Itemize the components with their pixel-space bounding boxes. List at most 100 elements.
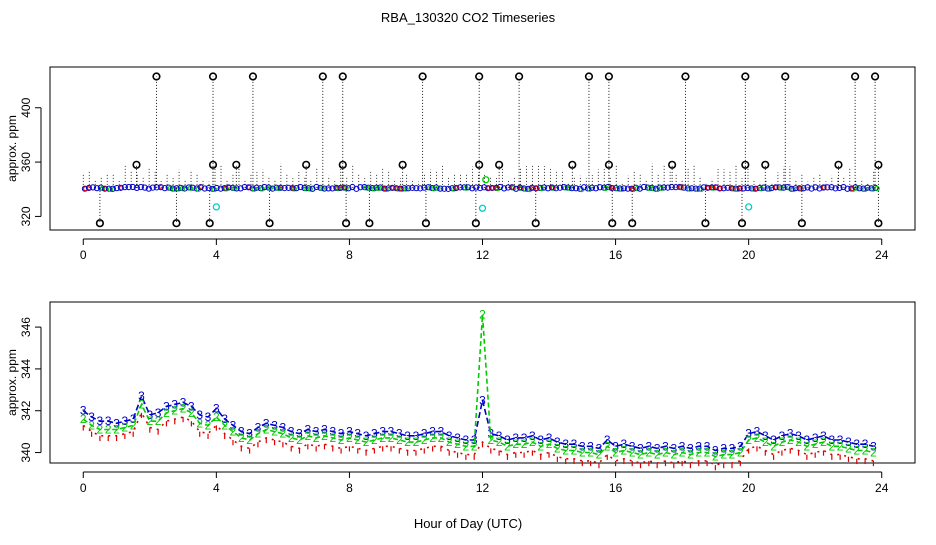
y-tick-label: 360 xyxy=(19,152,33,172)
data-label: 2 xyxy=(487,433,494,447)
data-point xyxy=(205,184,212,192)
x-tick-label: 16 xyxy=(609,248,623,262)
data-point xyxy=(824,184,831,191)
data-label: 3 xyxy=(88,410,95,424)
x-tick-label: 4 xyxy=(213,481,220,495)
outlier-mid-point xyxy=(874,160,883,169)
data-label: 3 xyxy=(521,431,528,445)
data-label: 3 xyxy=(512,431,519,445)
data-point xyxy=(874,185,880,192)
data-point xyxy=(405,185,412,192)
data-point xyxy=(417,185,424,192)
x-tick-label: 8 xyxy=(346,481,353,495)
data-label: 2 xyxy=(438,431,445,445)
x-tick-label: 24 xyxy=(875,248,889,262)
x-tick-label: 8 xyxy=(346,248,353,262)
cyan-point xyxy=(478,204,487,212)
data-label: 2 xyxy=(695,446,702,460)
data-point xyxy=(457,184,464,191)
data-point xyxy=(233,185,240,192)
outlier-high-point xyxy=(208,72,218,81)
data-label: 2 xyxy=(612,446,619,460)
data-point xyxy=(89,184,97,191)
outlier-high-point xyxy=(584,72,594,81)
outlier-low-point xyxy=(95,219,105,228)
data-point xyxy=(828,184,835,191)
data-label: 3 xyxy=(571,437,578,451)
outlier-low-point xyxy=(701,219,710,228)
data-label: 3 xyxy=(654,441,661,455)
data-point xyxy=(744,184,751,192)
data-label: 3 xyxy=(737,439,744,453)
data-label: 2 xyxy=(729,448,736,462)
data-label: 2 xyxy=(313,431,320,445)
y-tick-label: 344 xyxy=(19,359,33,379)
data-point xyxy=(677,184,683,190)
data-label: 2 xyxy=(379,431,386,445)
data-point xyxy=(161,185,168,192)
data-label: 3 xyxy=(138,389,145,403)
data-point xyxy=(319,185,325,192)
data-label: 3 xyxy=(171,397,178,411)
y-tick-label: 400 xyxy=(19,97,33,117)
data-label: 3 xyxy=(238,425,245,439)
outlier-low-point xyxy=(471,219,480,228)
data-label: 2 xyxy=(238,431,245,445)
data-label: 2 xyxy=(163,406,170,420)
data-label: 2 xyxy=(754,431,761,445)
data-label: 3 xyxy=(363,429,370,443)
data-point xyxy=(158,184,164,190)
data-point xyxy=(804,184,811,191)
outlier-low-point xyxy=(531,219,540,228)
data-point xyxy=(125,184,132,191)
data-point xyxy=(141,184,148,191)
x-tick-label: 4 xyxy=(213,248,220,262)
data-label: 2 xyxy=(321,429,328,443)
data-label: 2 xyxy=(296,433,303,447)
data-label: 2 xyxy=(463,439,470,453)
data-label: 2 xyxy=(479,308,486,322)
data-point xyxy=(510,184,516,190)
data-point xyxy=(231,185,238,192)
data-label: 2 xyxy=(188,406,195,420)
data-label: 3 xyxy=(779,429,786,443)
data-label: 2 xyxy=(413,435,420,449)
data-point xyxy=(213,184,220,192)
y-tick-label: 340 xyxy=(19,442,33,462)
data-label: 2 xyxy=(571,443,578,457)
data-label: 3 xyxy=(837,433,844,447)
data-label: 2 xyxy=(521,437,528,451)
data-label: 3 xyxy=(404,429,411,443)
data-label: 3 xyxy=(828,433,835,447)
outlier-high-point xyxy=(851,72,860,81)
outlier-mid-point xyxy=(232,160,241,169)
data-point xyxy=(409,184,416,191)
data-label: 3 xyxy=(313,425,320,439)
data-label: 2 xyxy=(196,416,203,430)
data-label: 2 xyxy=(130,418,137,432)
data-label: 2 xyxy=(205,418,212,432)
data-label: 3 xyxy=(496,429,503,443)
data-point xyxy=(630,186,636,192)
plot-frame xyxy=(49,66,916,231)
data-label: 3 xyxy=(354,427,361,441)
data-label: 3 xyxy=(670,441,677,455)
data-point xyxy=(688,185,695,192)
outlier-mid-point xyxy=(398,160,407,169)
x-tick-label: 0 xyxy=(80,481,87,495)
data-label: 3 xyxy=(687,441,694,455)
data-label: 2 xyxy=(704,446,711,460)
data-point xyxy=(596,184,604,191)
data-label: 3 xyxy=(704,439,711,453)
data-label: 2 xyxy=(762,435,769,449)
data-label: 2 xyxy=(512,437,519,451)
data-label: 2 xyxy=(546,437,553,451)
data-label: 3 xyxy=(754,425,761,439)
top-series-group xyxy=(81,72,883,228)
data-point xyxy=(580,184,588,191)
data-label: 3 xyxy=(554,435,561,449)
data-label: 2 xyxy=(621,443,628,457)
data-point xyxy=(534,185,540,191)
data-label: 2 xyxy=(122,420,129,434)
data-label: 2 xyxy=(354,433,361,447)
